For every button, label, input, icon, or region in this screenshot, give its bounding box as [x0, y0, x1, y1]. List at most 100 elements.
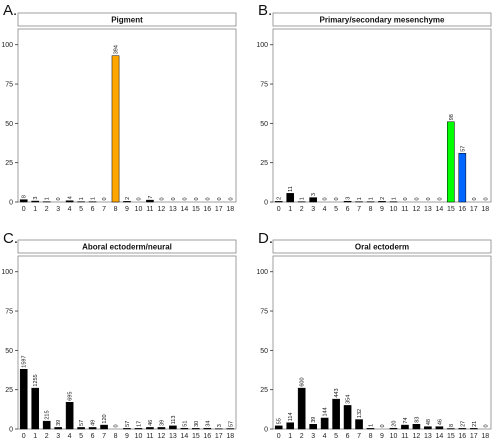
bar-data-label: 132: [357, 409, 363, 418]
bar-data-label: 600: [300, 377, 306, 386]
x-tick-label: 0: [277, 206, 281, 213]
bar-data-label: 1: [357, 197, 363, 200]
bar: [54, 427, 62, 430]
plot-frame: [272, 255, 492, 430]
bar-data-label: 1: [79, 197, 85, 200]
bar-data-label: 2: [380, 197, 386, 200]
bar-data-label: 0: [323, 197, 329, 200]
x-tick-label: 13: [169, 206, 177, 213]
bar-data-label: 394: [114, 45, 120, 54]
bar: [435, 426, 444, 430]
bar: [134, 428, 143, 430]
bar-data-label: 30: [194, 421, 200, 427]
bar-data-label: 34: [205, 421, 211, 427]
x-tick-label: 12: [413, 433, 421, 440]
x-tick-label: 10: [135, 433, 143, 440]
bar: [31, 387, 40, 430]
x-tick-label: 1: [33, 433, 37, 440]
bar-data-label: 0: [56, 197, 62, 200]
x-tick-label: 6: [346, 206, 350, 213]
bar-data-label: 0: [483, 197, 489, 200]
bar: [309, 197, 317, 203]
bar: [297, 387, 306, 430]
x-tick-label: 3: [311, 433, 315, 440]
bar: [274, 201, 283, 203]
bar: [343, 405, 352, 430]
x-tick-label: 2: [300, 206, 304, 213]
y-tick-label: 50: [260, 121, 268, 128]
bar-data-label: 4: [68, 196, 74, 199]
bar: [31, 200, 40, 203]
x-tick-label: 18: [481, 433, 489, 440]
bar-data-label: 144: [323, 407, 329, 416]
x-tick-label: 9: [380, 206, 384, 213]
bar-data-label: 0: [472, 197, 478, 200]
bar: [123, 428, 131, 430]
x-tick-label: 11: [146, 433, 153, 440]
x-tick-label: 10: [390, 206, 398, 213]
bar-data-label: 1: [91, 197, 97, 200]
bar-data-label: 3: [311, 193, 317, 196]
plot-frame: [17, 28, 237, 203]
x-tick-label: 0: [277, 433, 281, 440]
x-tick-label: 3: [311, 206, 315, 213]
x-tick-label: 6: [346, 433, 350, 440]
x-tick-label: 12: [158, 433, 166, 440]
x-tick-label: 2: [300, 433, 304, 440]
y-tick-label: 50: [260, 348, 268, 355]
x-tick-label: 7: [102, 206, 106, 213]
bar: [355, 419, 363, 430]
x-tick-label: 6: [91, 433, 95, 440]
bar-data-label: 0: [437, 197, 443, 200]
x-tick-label: 0: [22, 206, 26, 213]
bar-data-label: 39: [159, 420, 165, 426]
x-tick-label: 4: [68, 206, 72, 213]
bar-data-label: 8: [22, 195, 28, 198]
y-tick-label: 75: [260, 309, 268, 316]
title-strip: [272, 12, 492, 27]
y-tick-label: 100: [1, 42, 13, 49]
title-strip: [17, 12, 237, 27]
bar-data-label: 74: [403, 417, 409, 423]
bar-data-label: 20: [391, 421, 397, 427]
plot-frame: [272, 28, 492, 203]
bar-data-label: 17: [136, 421, 142, 427]
x-tick-label: 13: [424, 206, 432, 213]
bar: [65, 402, 74, 430]
bar: [378, 201, 386, 203]
panel-letter: A.: [3, 2, 17, 19]
bar: [111, 55, 120, 203]
bar-data-label: 57: [79, 420, 85, 426]
panel-letter: B.: [258, 2, 272, 19]
bar-data-label: 98: [449, 114, 455, 120]
bar-data-label: 0: [483, 424, 489, 427]
bar-data-label: 0: [414, 197, 420, 200]
bar-data-label: 57: [460, 146, 466, 152]
bar-data-label: 57: [228, 421, 234, 427]
bar-data-label: 120: [102, 414, 108, 423]
x-tick-label: 2: [45, 206, 49, 213]
x-tick-label: 15: [447, 433, 455, 440]
x-tick-label: 7: [102, 433, 106, 440]
bar-data-label: 0: [136, 197, 142, 200]
bar: [389, 427, 398, 430]
bar: [366, 428, 375, 430]
x-tick-label: 4: [68, 433, 72, 440]
bar-data-label: 7: [148, 196, 154, 199]
x-tick-label: 5: [79, 206, 83, 213]
bar: [157, 427, 166, 430]
bar-data-label: 0: [205, 197, 211, 200]
y-tick-label: 75: [5, 82, 13, 89]
bar-data-label: 0: [194, 197, 200, 200]
bar-data-label: 443: [334, 388, 340, 397]
bar-data-label: 1: [391, 197, 397, 200]
bar: [169, 425, 177, 430]
x-tick-label: 17: [215, 433, 223, 440]
x-tick-label: 3: [56, 433, 60, 440]
x-tick-label: 6: [91, 206, 95, 213]
x-tick-label: 12: [158, 206, 166, 213]
bar: [77, 427, 85, 430]
y-tick-label: 0: [264, 427, 268, 434]
bar: [65, 200, 74, 203]
bar: [343, 200, 352, 203]
